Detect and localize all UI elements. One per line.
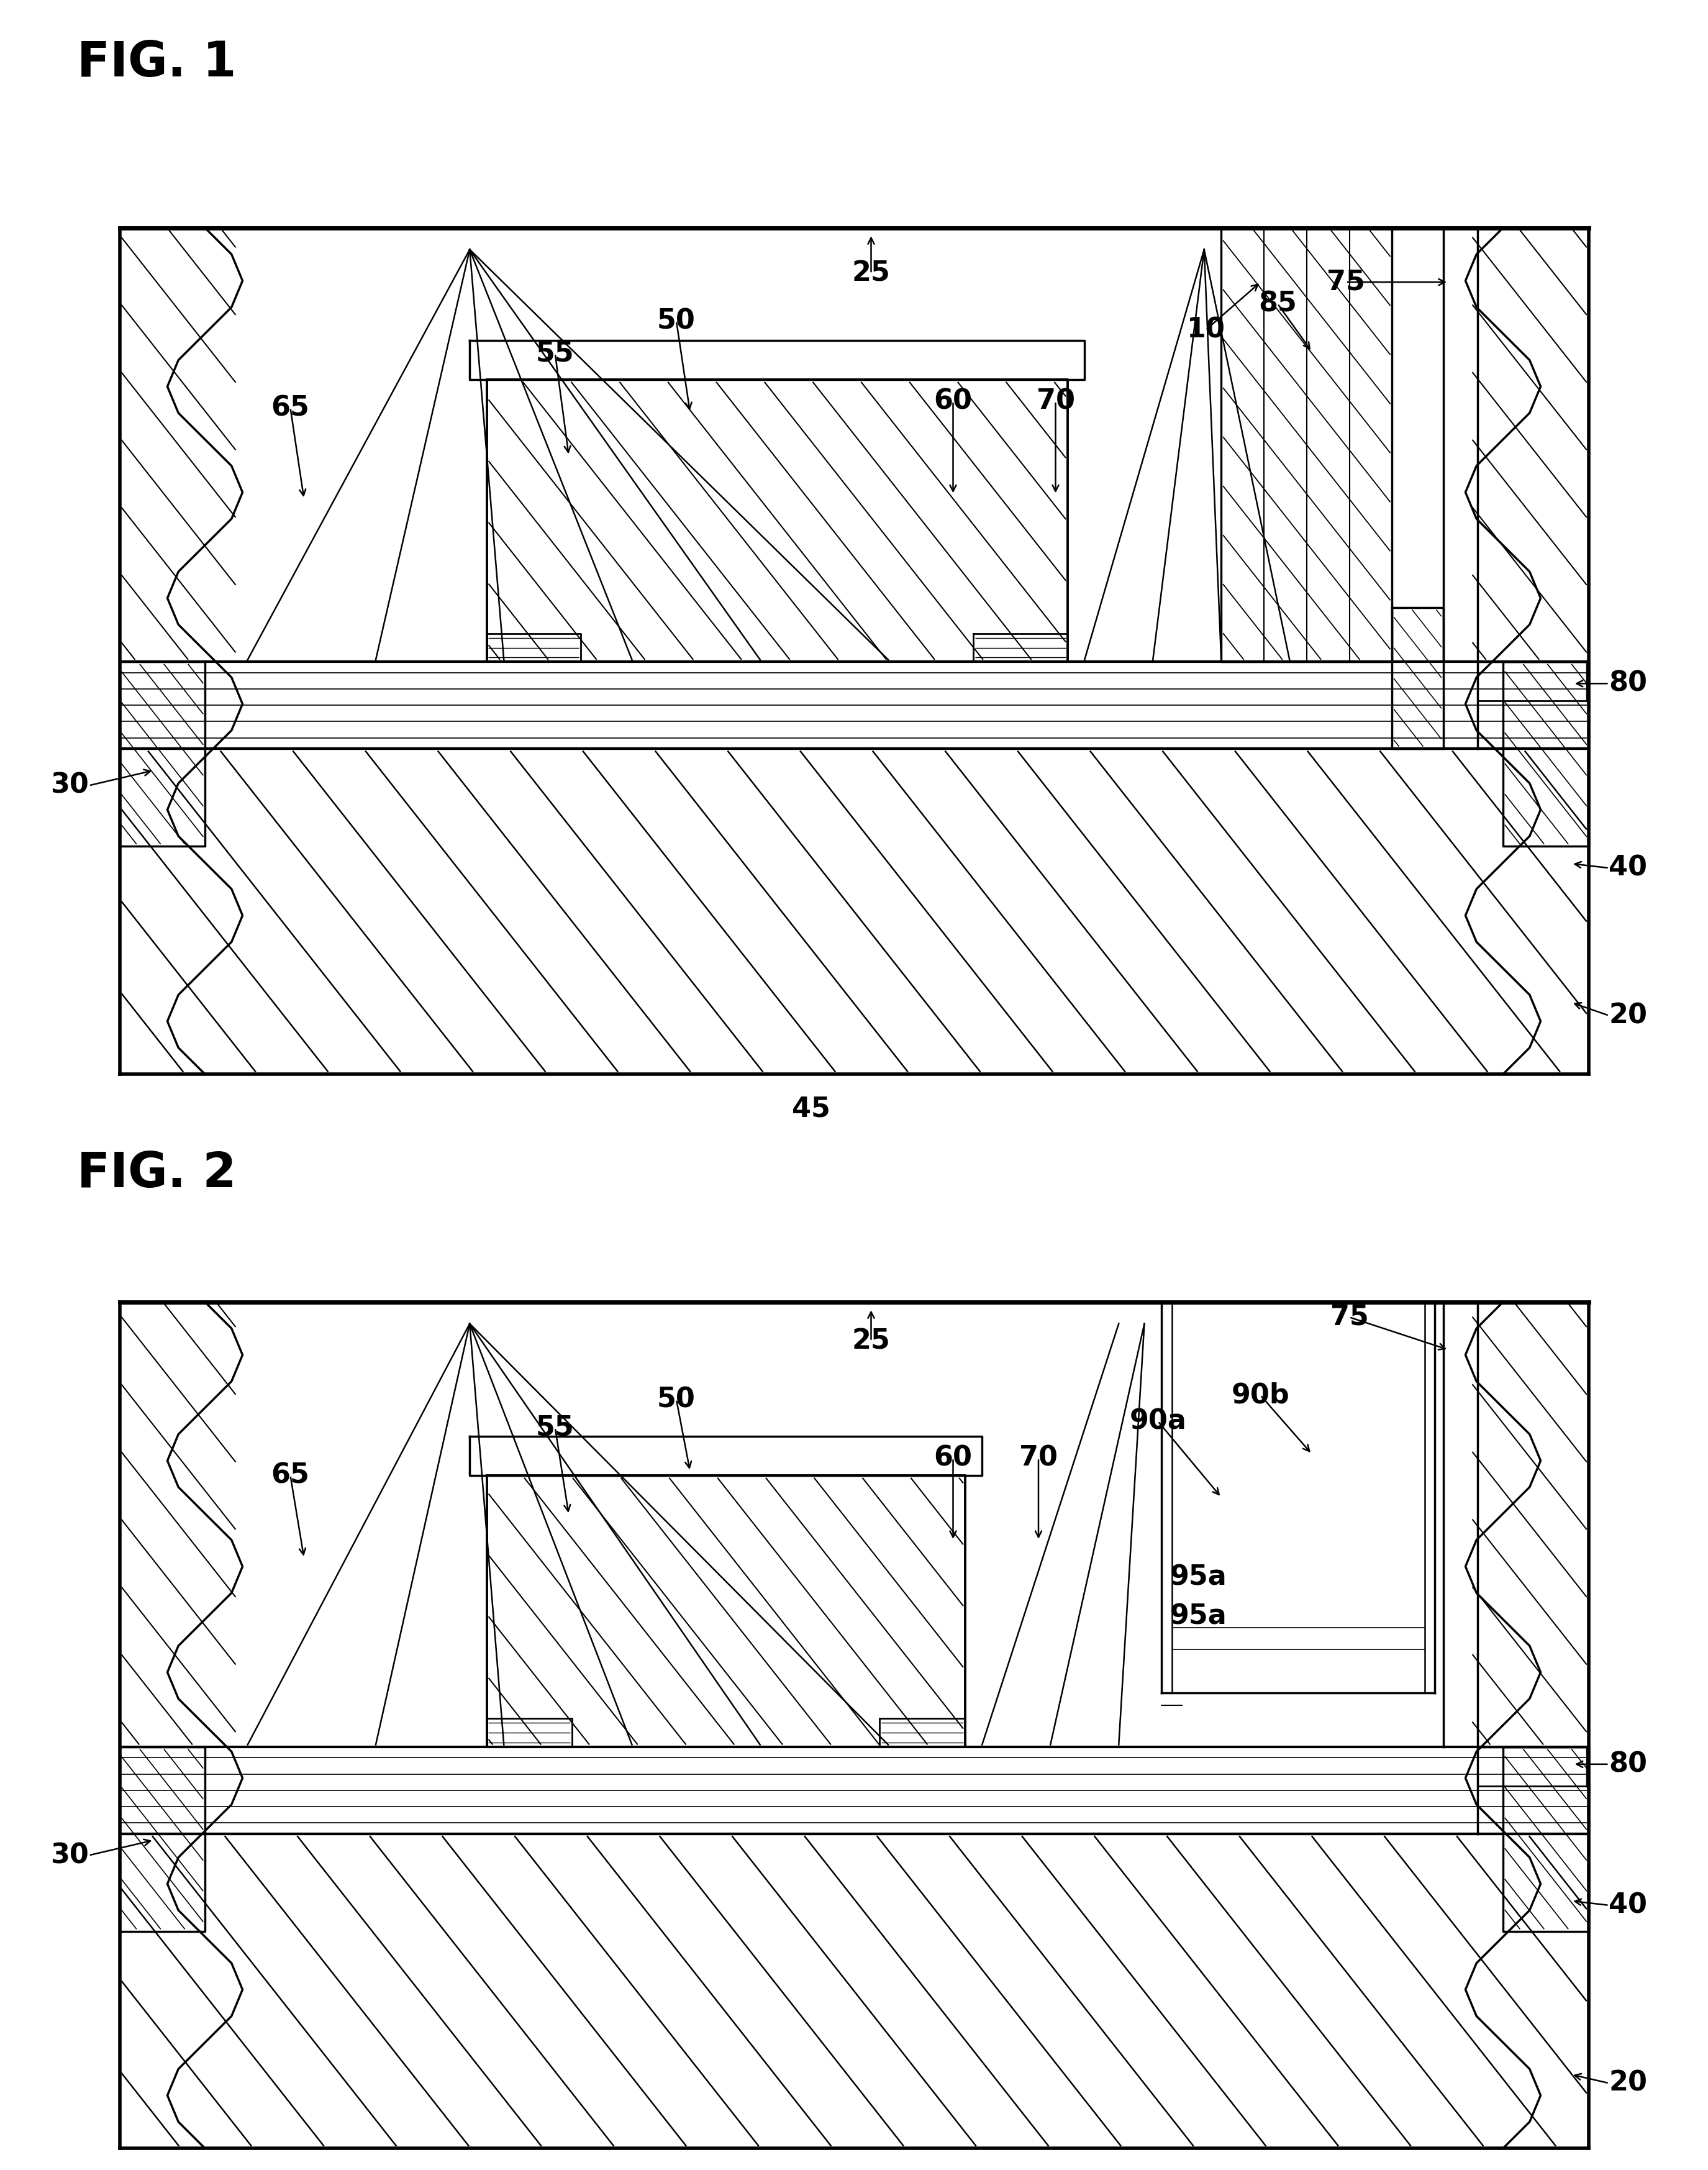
Text: 40: 40	[1609, 1892, 1648, 1918]
Text: 70: 70	[1037, 388, 1074, 414]
Text: 65: 65	[272, 395, 309, 421]
Text: 25: 25	[852, 260, 890, 286]
Text: 60: 60	[934, 388, 972, 414]
Text: 75: 75	[1327, 269, 1365, 295]
Text: 45: 45	[793, 1096, 830, 1122]
Text: 30: 30	[51, 1842, 89, 1868]
Text: 40: 40	[1609, 855, 1648, 881]
Text: 20: 20	[1609, 1003, 1648, 1029]
Text: FIG. 2: FIG. 2	[77, 1150, 236, 1198]
Text: 50: 50	[658, 308, 695, 334]
Text: 95a: 95a	[1170, 1565, 1226, 1591]
Text: 80: 80	[1609, 1751, 1648, 1777]
Text: 25: 25	[852, 1328, 890, 1354]
Text: 70: 70	[1020, 1445, 1057, 1471]
Text: 90a: 90a	[1129, 1408, 1187, 1434]
Text: 60: 60	[934, 1445, 972, 1471]
Text: 20: 20	[1609, 2070, 1648, 2096]
Text: 95a: 95a	[1170, 1604, 1226, 1630]
Text: 90b: 90b	[1231, 1382, 1290, 1408]
Text: FIG. 1: FIG. 1	[77, 39, 236, 87]
Text: 30: 30	[51, 773, 89, 799]
Text: 55: 55	[536, 341, 574, 367]
Text: 85: 85	[1259, 291, 1296, 317]
Text: 55: 55	[536, 1415, 574, 1441]
Text: 65: 65	[272, 1463, 309, 1489]
Text: 80: 80	[1609, 671, 1648, 697]
Text: 75: 75	[1331, 1304, 1368, 1330]
Text: 10: 10	[1187, 317, 1225, 343]
Text: 50: 50	[658, 1387, 695, 1413]
